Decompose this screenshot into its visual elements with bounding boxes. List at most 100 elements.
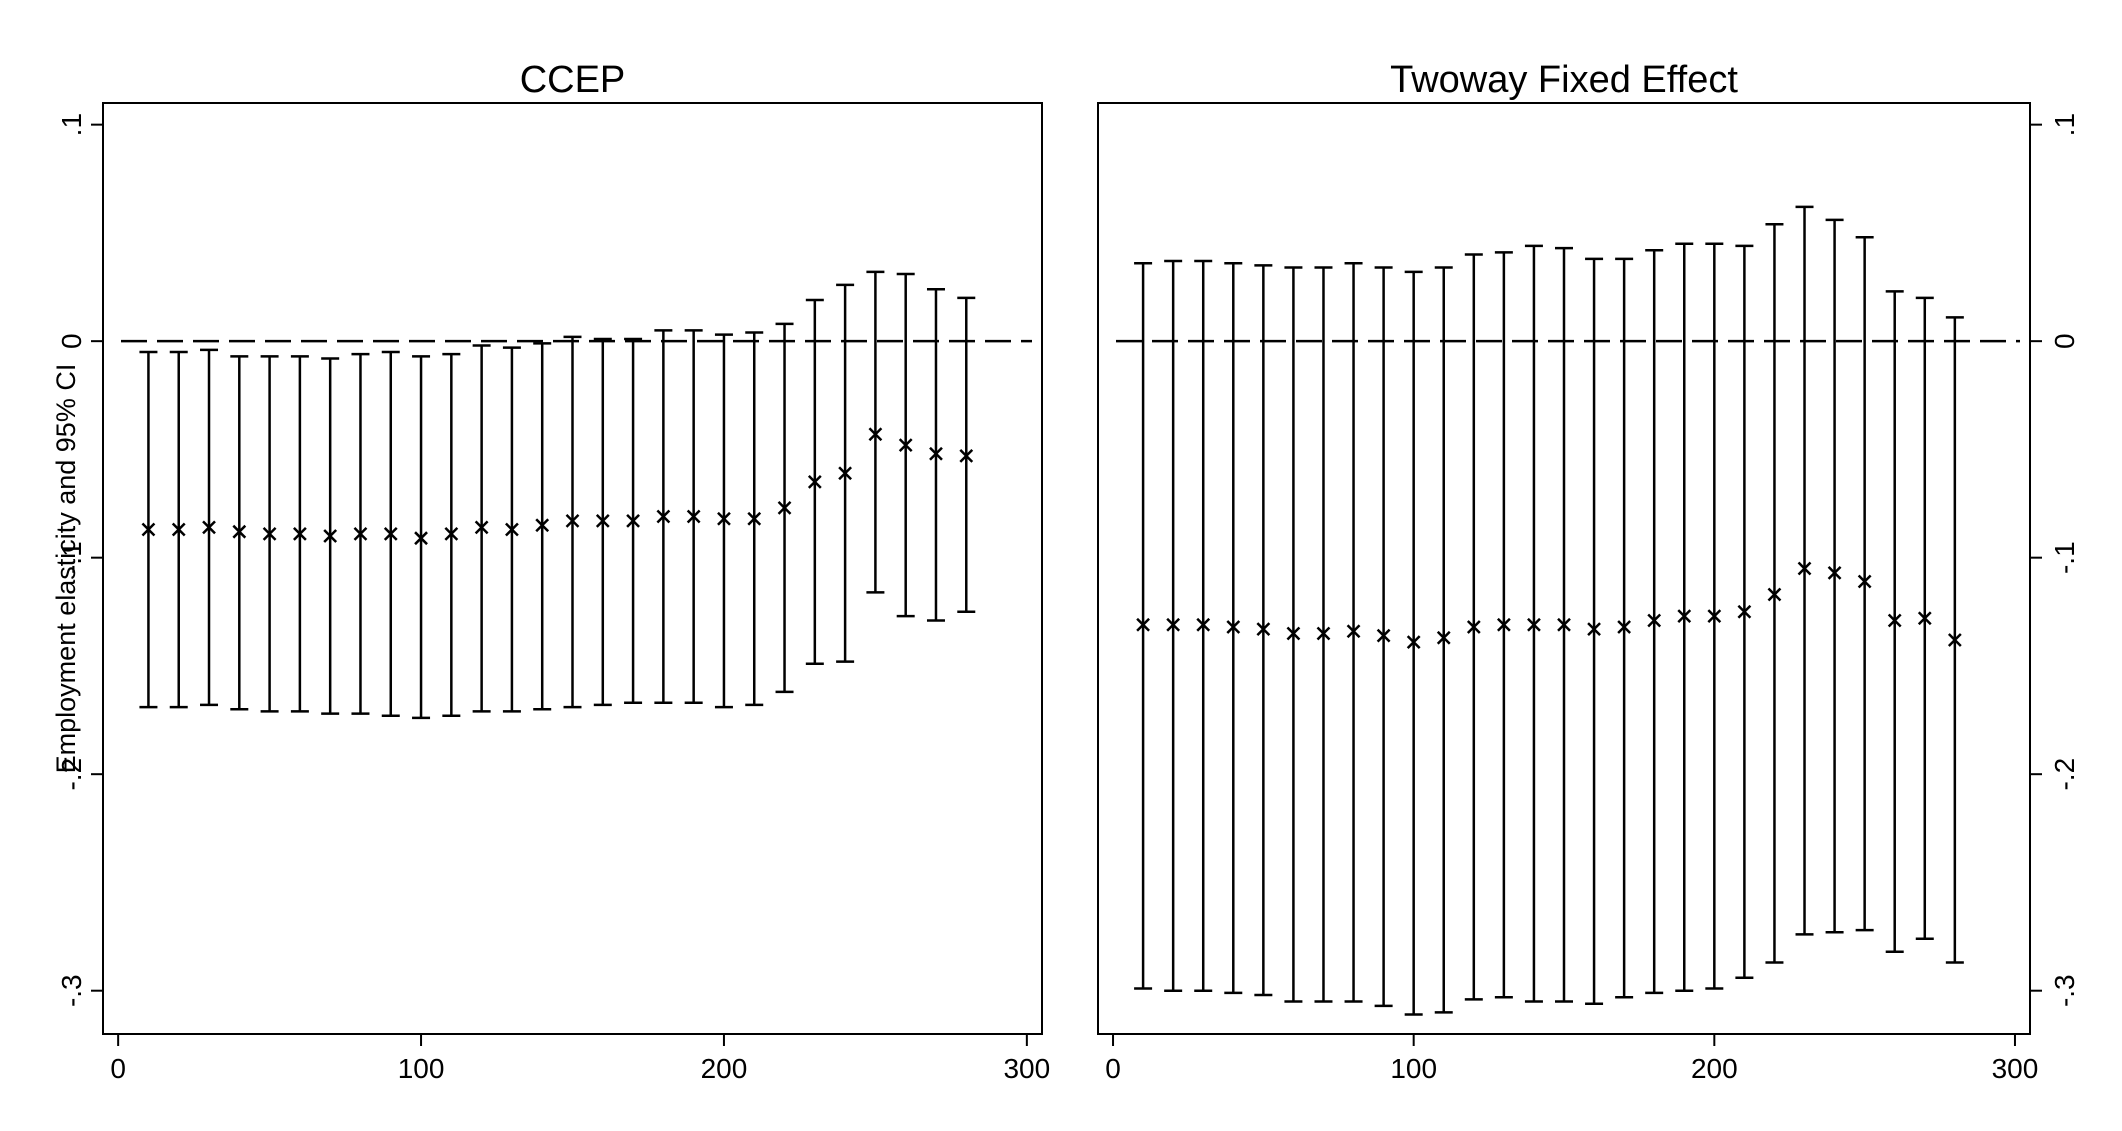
marker-stroke (1286, 626, 1301, 641)
marker-stroke (898, 438, 913, 452)
marker-stroke (1707, 609, 1722, 624)
y-tick-label: -.1 (56, 541, 87, 574)
marker-stroke (1316, 626, 1331, 641)
point-estimate (323, 529, 338, 543)
point-estimate (747, 511, 762, 526)
marker-stroke (686, 509, 701, 524)
marker-stroke (1436, 630, 1451, 645)
y-axis-title: Employment elasticity and 95% CI (51, 364, 81, 774)
point-estimate (929, 446, 943, 461)
marker-stroke (1527, 617, 1541, 632)
marker-stroke (505, 522, 519, 537)
marker-stroke (1647, 613, 1662, 628)
point-estimate (1947, 633, 1962, 647)
y-tick-label: .1 (2049, 113, 2080, 136)
marker-stroke (1136, 617, 1150, 632)
marker-stroke (1346, 624, 1361, 639)
marker-stroke (1857, 574, 1872, 589)
marker-stroke (777, 500, 792, 515)
point-estimate (1496, 617, 1511, 632)
marker-stroke (1166, 617, 1181, 632)
marker-stroke (1797, 561, 1812, 576)
point-estimate (1256, 622, 1271, 637)
marker-stroke (565, 513, 580, 528)
marker-stroke (929, 446, 943, 461)
marker-stroke (262, 526, 277, 541)
point-estimate (1527, 617, 1541, 632)
marker-stroke (1226, 620, 1241, 634)
point-estimate (1677, 609, 1692, 624)
point-estimate (1587, 622, 1601, 637)
marker-stroke (1887, 613, 1902, 628)
point-estimate (474, 520, 489, 535)
marker-stroke (414, 531, 428, 546)
point-estimate (656, 509, 671, 524)
marker-stroke (1677, 609, 1692, 624)
point-estimate (1857, 574, 1872, 589)
point-estimate (959, 449, 974, 463)
y-tick-label: -.3 (56, 974, 87, 1007)
marker-stroke (444, 526, 459, 541)
y-tick-label: -.1 (2049, 541, 2080, 574)
marker-stroke (868, 427, 883, 442)
point-estimate (262, 526, 277, 541)
x-tick-label: 300 (1003, 1053, 1050, 1084)
point-estimate (1286, 626, 1301, 641)
marker-stroke (807, 475, 822, 489)
point-estimate (1166, 617, 1181, 632)
marker-stroke (1617, 620, 1632, 634)
marker-stroke (323, 529, 338, 543)
marker-stroke (1917, 611, 1932, 626)
x-tick-label: 100 (1390, 1053, 1437, 1084)
point-estimate (1797, 561, 1812, 576)
marker-stroke (595, 513, 610, 528)
point-estimate (626, 513, 640, 528)
x-tick-label: 100 (398, 1053, 445, 1084)
point-estimate (1647, 613, 1662, 628)
point-estimate (686, 509, 701, 524)
marker-stroke (202, 520, 216, 535)
point-estimate (717, 511, 731, 526)
y-tick-label: 0 (56, 333, 87, 349)
marker-stroke (353, 526, 368, 541)
point-estimate (868, 427, 883, 442)
point-estimate (1406, 635, 1421, 649)
point-estimate (232, 524, 247, 539)
marker-stroke (1466, 620, 1481, 634)
point-estimate (838, 466, 852, 481)
marker-stroke (1496, 617, 1511, 632)
panel-twoway-fe: Twoway Fixed Effect 0 100 200 300 .1 0 -.1 -.2 -.… (1097, 59, 2080, 1084)
point-estimate (1346, 624, 1361, 639)
marker-stroke (626, 513, 640, 528)
point-estimate (565, 513, 580, 528)
marker-stroke (1376, 628, 1391, 643)
marker-stroke (171, 522, 186, 537)
plot-frame (1097, 102, 2031, 1035)
x-tick-label: 0 (110, 1053, 126, 1084)
point-estimate (1917, 611, 1932, 626)
plot-frame (102, 102, 1043, 1035)
point-estimate (353, 526, 368, 541)
point-estimate (1617, 620, 1632, 634)
point-estimate (535, 518, 550, 533)
point-estimate (1707, 609, 1722, 624)
x-tick-label: 300 (1992, 1053, 2039, 1084)
marker-stroke (474, 520, 489, 535)
x-tick-label: 200 (1691, 1053, 1738, 1084)
marker-stroke (383, 526, 398, 541)
point-estimate (807, 475, 822, 489)
point-estimate (1196, 617, 1211, 632)
point-estimate (1887, 613, 1902, 628)
x-tick-label: 0 (1105, 1053, 1121, 1084)
point-estimate (777, 500, 792, 515)
marker-stroke (232, 524, 247, 539)
point-estimate (1466, 620, 1481, 634)
marker-stroke (747, 511, 762, 526)
marker-stroke (1256, 622, 1271, 637)
marker-stroke (293, 526, 307, 541)
point-estimate (1376, 628, 1391, 643)
point-estimate (1136, 617, 1150, 632)
marker-stroke (1587, 622, 1601, 637)
point-estimate (1557, 617, 1571, 632)
y-tick-label: -.3 (2049, 974, 2080, 1007)
